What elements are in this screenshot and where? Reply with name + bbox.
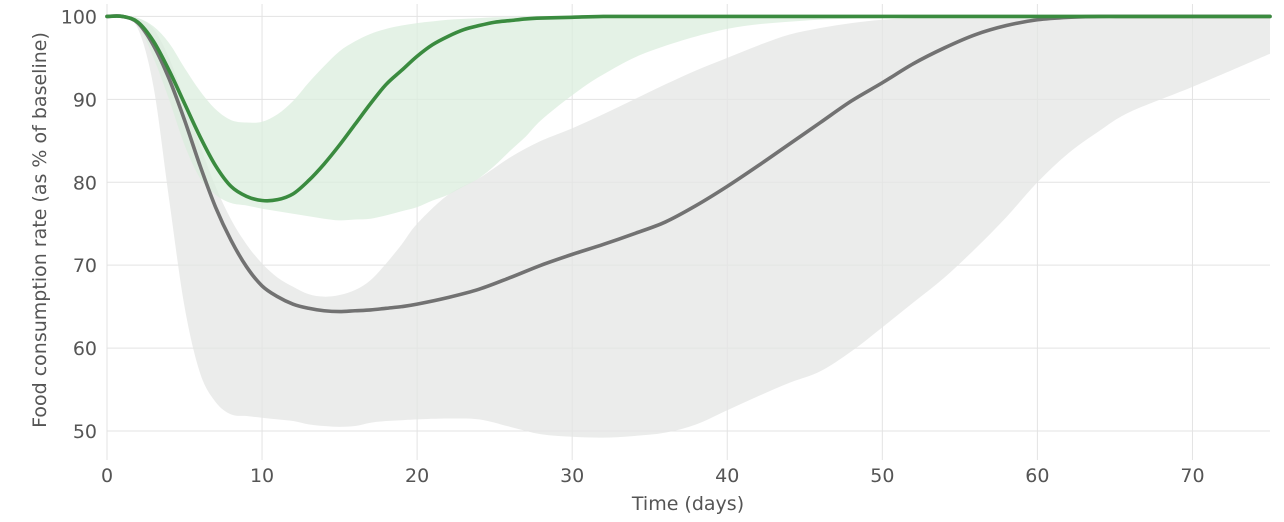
series-line (105, 14, 1272, 314)
y-axis-label: Food consumption rate (as % of baseline) (29, 32, 51, 428)
x-tick-label: 10 (250, 465, 274, 487)
x-axis-ticks: 0 10 20 30 40 50 60 70 (101, 465, 1205, 487)
x-tick-label: 60 (1025, 465, 1049, 487)
x-tick-label: 70 (1180, 465, 1204, 487)
confidence-bands (107, 15, 1270, 438)
confidence-band (107, 15, 1270, 438)
x-tick-label: 20 (405, 465, 429, 487)
y-axis-ticks: 50 60 70 80 90 100 (61, 6, 97, 443)
y-tick-label: 70 (73, 255, 97, 277)
y-tick-label: 50 (73, 421, 97, 443)
confidence-band (107, 15, 1270, 221)
x-axis-label: Time (days) (631, 493, 744, 515)
y-tick-label: 60 (73, 338, 97, 360)
y-tick-label: 90 (73, 89, 97, 111)
series-lines (105, 14, 1272, 314)
x-tick-label: 50 (870, 465, 894, 487)
series-line (105, 14, 1272, 203)
x-tick-label: 0 (101, 465, 113, 487)
x-tick-label: 30 (560, 465, 584, 487)
x-tick-label: 40 (715, 465, 739, 487)
y-tick-label: 100 (61, 6, 97, 28)
y-tick-label: 80 (73, 172, 97, 194)
